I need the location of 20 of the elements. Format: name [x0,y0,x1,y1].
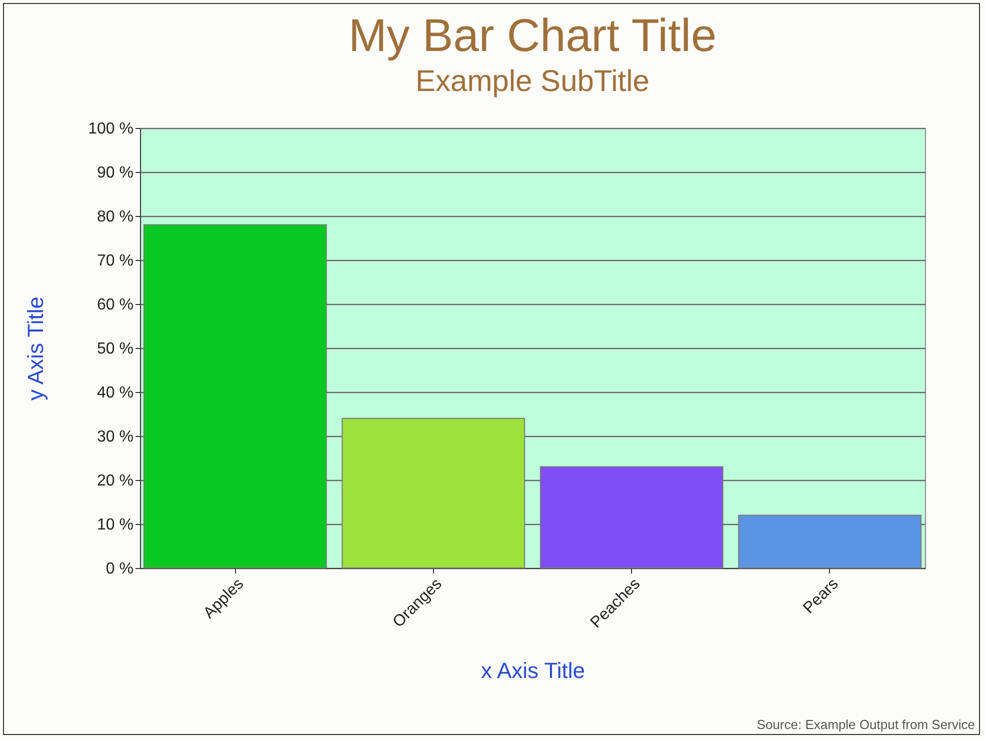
y-tick-label: 10 % [97,516,134,534]
y-tick-label: 20 % [97,472,134,490]
y-tick-label: 50 % [97,340,134,358]
y-tick-label: 100 % [88,120,134,138]
bar [342,418,526,568]
y-tick-label: 60 % [97,296,134,314]
x-axis-title: x Axis Title [481,658,585,683]
y-tick-label: 80 % [97,208,134,226]
source-note: Source: Example Output from Service [756,717,975,732]
y-tick-label: 0 % [106,560,134,578]
bar [143,224,327,568]
y-tick-label: 70 % [97,252,134,270]
y-tick-label: 90 % [97,164,134,182]
y-axis-title: y Axis Title [23,296,48,400]
bar [738,514,922,568]
chart-subtitle: Example SubTitle [416,65,650,98]
chart-title: My Bar Chart Title [348,9,717,61]
bar [540,466,724,568]
y-tick-label: 40 % [97,384,134,402]
y-tick-label: 30 % [97,428,134,446]
